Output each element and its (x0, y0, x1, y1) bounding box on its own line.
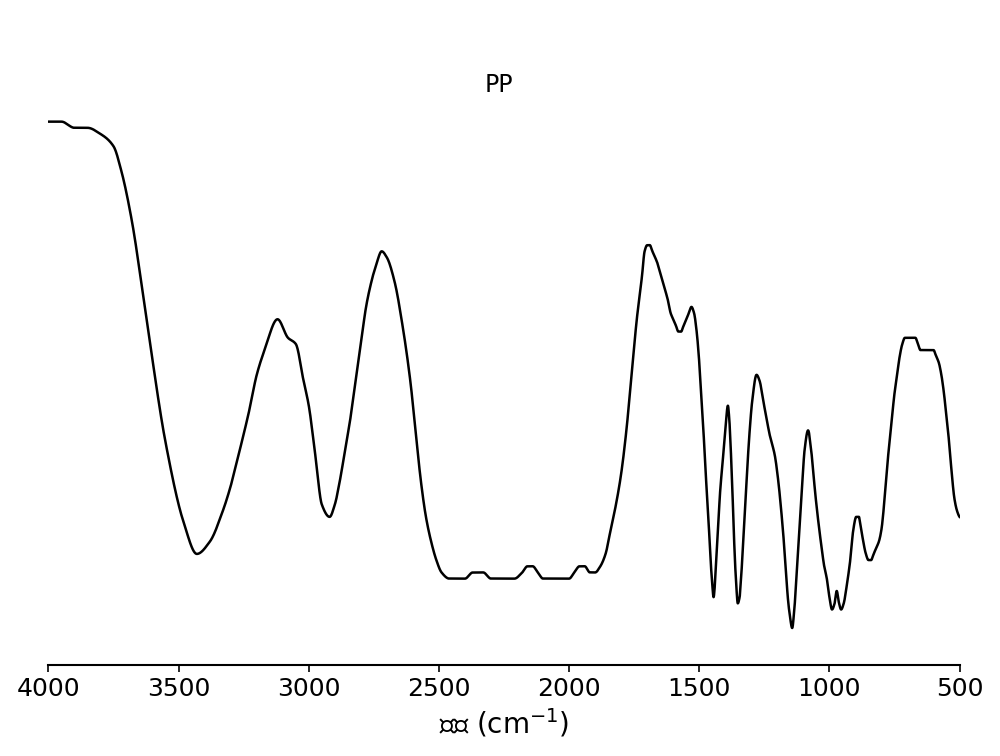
X-axis label: 波长 (cm$^{-1}$): 波长 (cm$^{-1}$) (439, 706, 569, 739)
Text: PP: PP (485, 73, 513, 97)
